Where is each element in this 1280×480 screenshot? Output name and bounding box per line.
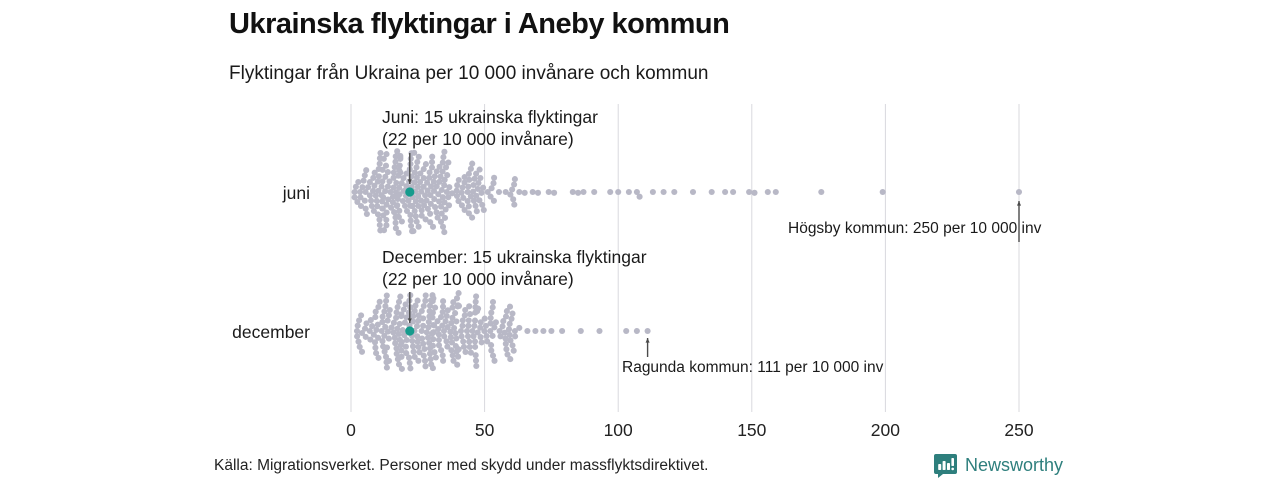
annotation-juni-line1: Juni: 15 ukrainska flyktingar <box>382 107 598 127</box>
annotation-juni-line2: (22 per 10 000 invånare) <box>382 129 574 150</box>
chart-subtitle: Flyktingar från Ukraina per 10 000 invån… <box>229 63 709 84</box>
gridlines <box>350 104 1020 412</box>
source-note: Källa: Migrationsverket. Personer med sk… <box>214 457 709 474</box>
row-label-december: december <box>232 322 310 342</box>
annotation-juni: Juni: 15 ukrainska flyktingar (22 per 10… <box>382 106 598 150</box>
x-tick-label: 0 <box>346 420 356 440</box>
annotation-december-line1: December: 15 ukrainska flyktingar <box>382 247 647 267</box>
x-tick-label: 100 <box>603 420 633 440</box>
row-label-juni: juni <box>282 183 310 203</box>
callout-ragunda: Ragunda kommun: 111 per 10 000 inv <box>622 359 884 376</box>
annotation-arrows <box>407 153 1022 357</box>
highlight-dots <box>405 187 415 336</box>
beeswarm-row-juni <box>351 148 1023 236</box>
x-tick-label: 200 <box>870 420 900 440</box>
newsworthy-logo-icon <box>934 454 957 478</box>
chart-title: Ukrainska flyktingar i Aneby kommun <box>229 8 730 40</box>
annotation-december: December: 15 ukrainska flyktingar (22 pe… <box>382 246 647 290</box>
callout-hogsby: Högsby kommun: 250 per 10 000 inv <box>788 220 1042 237</box>
brand-name: Newsworthy <box>965 455 1064 475</box>
brand: Newsworthy <box>933 453 1063 478</box>
x-tick-label: 50 <box>474 420 495 440</box>
annotation-december-line2: (22 per 10 000 invånare) <box>382 269 574 290</box>
x-tick-label: 250 <box>1004 420 1034 440</box>
x-tick-label: 150 <box>737 420 767 440</box>
beeswarm-row-december <box>353 290 651 372</box>
